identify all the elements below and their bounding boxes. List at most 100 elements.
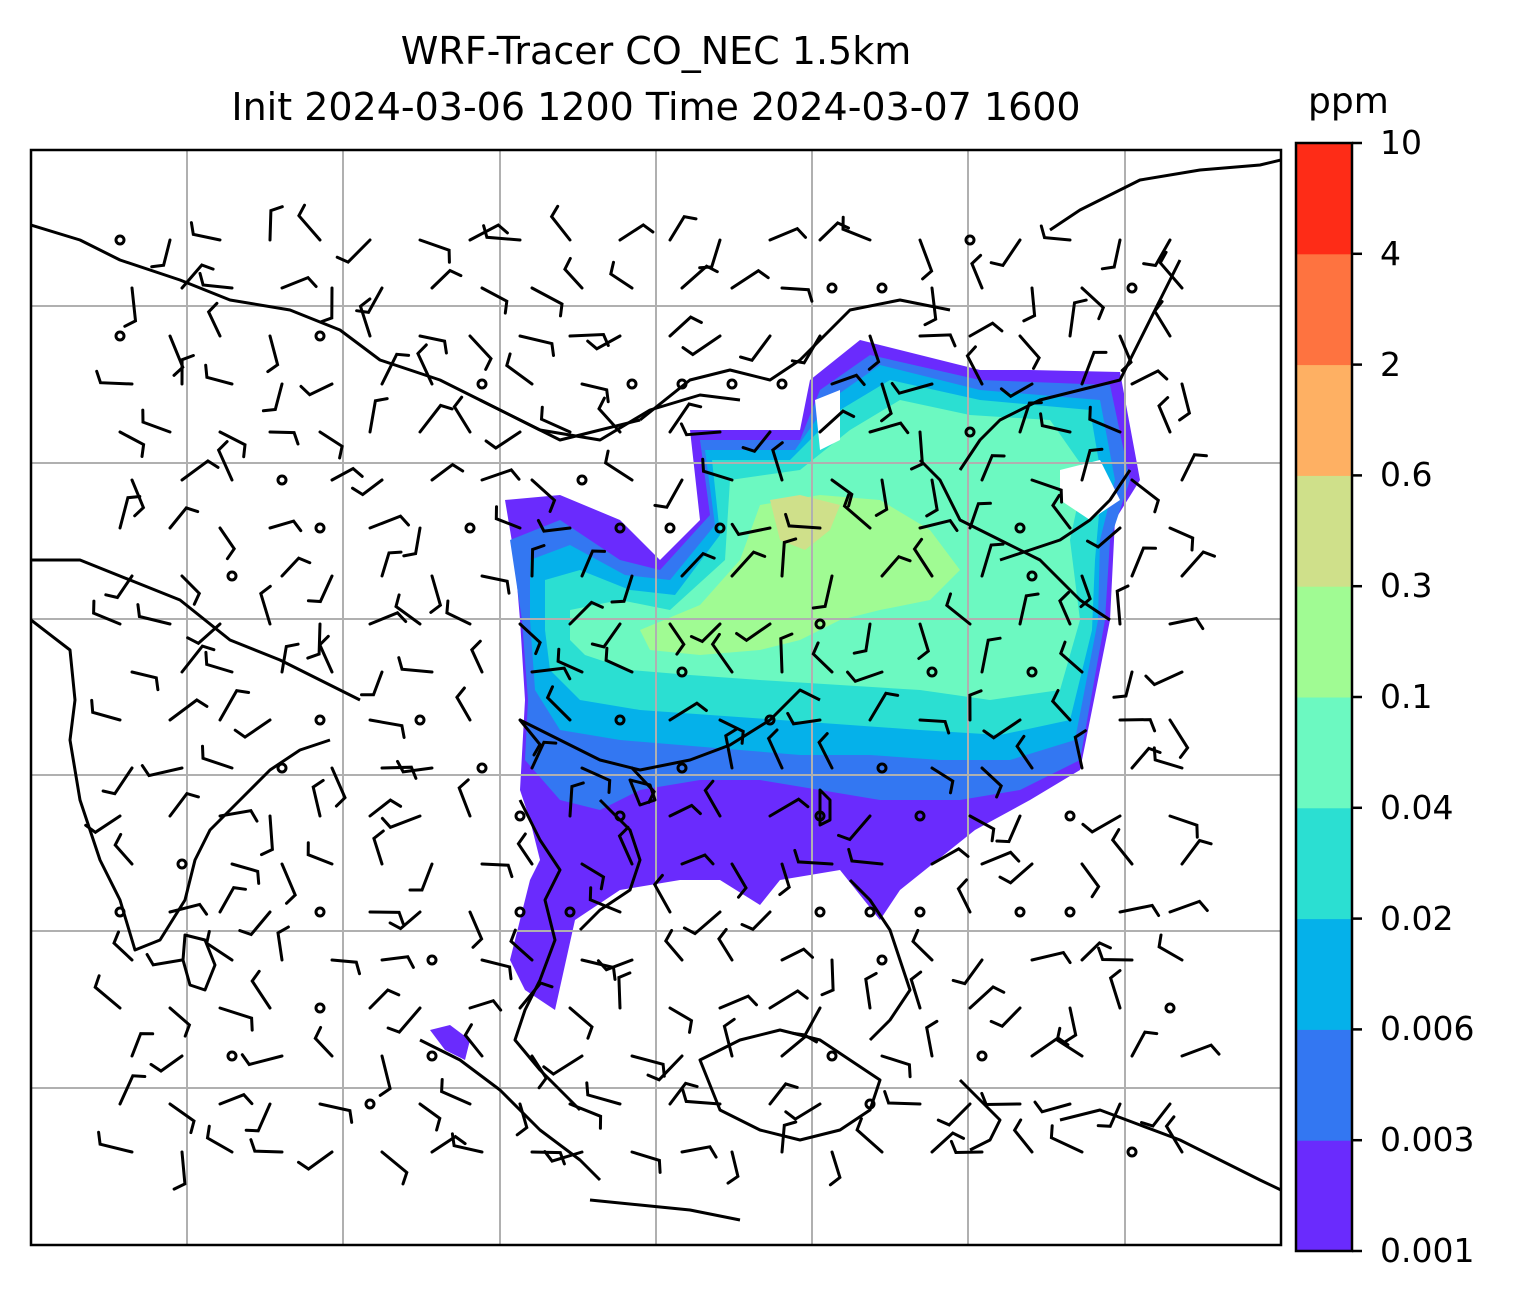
wind-barb <box>402 526 422 558</box>
calm-wind-marker <box>514 810 526 822</box>
wind-barb <box>880 1054 912 1079</box>
wind-barb <box>360 670 384 697</box>
wind-barb <box>306 574 334 604</box>
wind-barb <box>530 478 557 513</box>
wind-barb <box>780 1120 798 1154</box>
map-title-line2: Init 2024-03-06 1200 Time 2024-03-07 160… <box>231 85 1081 129</box>
wind-barb <box>610 574 634 604</box>
wind-barb <box>790 334 822 365</box>
wind-barb <box>596 958 634 972</box>
wind-barb <box>168 902 209 916</box>
wind-barb <box>418 403 454 434</box>
calm-wind-marker <box>414 714 426 726</box>
wind-barb <box>724 727 738 770</box>
wind-barb <box>186 622 222 646</box>
wind-barb <box>530 740 558 770</box>
calm-wind-marker <box>676 762 688 774</box>
wind-barb <box>1088 405 1122 434</box>
border-central-asia <box>31 223 641 442</box>
wind-barb <box>416 343 434 386</box>
wind-barb <box>145 953 184 967</box>
calm-wind-marker <box>876 954 888 966</box>
coast-sumatra <box>419 1038 602 1182</box>
wind-barb <box>1030 478 1064 504</box>
wind-barb <box>250 969 272 1010</box>
calm-wind-marker <box>864 1098 876 1110</box>
calm-wind-marker <box>314 1002 326 1014</box>
wind-barb <box>811 641 834 674</box>
wind-barb <box>679 422 722 437</box>
wind-barb <box>335 238 372 264</box>
wind-barb <box>1130 369 1169 386</box>
wind-barbs <box>84 203 1221 1191</box>
wind-barb <box>890 382 934 395</box>
wind-barb <box>113 832 134 866</box>
calm-wind-marker <box>314 906 326 918</box>
colorbar-tick-label: 0.003 <box>1380 1120 1475 1160</box>
wind-barb <box>1055 1026 1084 1058</box>
wind-barb <box>1039 224 1072 242</box>
calm-wind-marker <box>576 474 588 486</box>
wind-barb <box>484 430 522 450</box>
wind-barb <box>630 1150 662 1174</box>
wind-barb <box>468 998 503 1012</box>
wind-barb <box>1168 814 1199 839</box>
calm-wind-marker <box>476 378 488 390</box>
calm-wind-marker <box>314 330 326 342</box>
wind-barb <box>768 226 807 242</box>
wind-barb <box>468 910 484 949</box>
map-title-line1: WRF-Tracer CO_NEC 1.5km <box>400 29 912 73</box>
wind-barb <box>1033 1100 1072 1114</box>
wind-barb <box>1168 616 1205 631</box>
wind-barb <box>726 1150 740 1185</box>
field-gap-1 <box>815 390 840 450</box>
wind-barb <box>580 766 612 794</box>
wind-barb <box>874 478 889 517</box>
colorbar-tick-label: 0.001 <box>1380 1231 1475 1270</box>
wind-barb <box>168 698 209 722</box>
wind-barb <box>204 650 234 674</box>
coast-philippines <box>848 878 912 1042</box>
wind-barb <box>741 430 772 454</box>
wind-barb <box>590 622 622 649</box>
wind-barb <box>318 634 334 674</box>
wind-barb <box>313 1026 334 1058</box>
wind-barb <box>556 647 584 674</box>
wind-barb <box>1049 1124 1084 1154</box>
calm-wind-marker <box>814 618 826 630</box>
wind-barb <box>92 599 122 626</box>
wind-barb <box>530 544 546 578</box>
wind-barb <box>1158 250 1184 290</box>
border-himalaya <box>31 558 361 702</box>
colorbar-band <box>1296 1140 1352 1252</box>
wind-barb <box>172 1150 187 1191</box>
wind-barb <box>698 238 722 270</box>
wind-barb <box>680 853 715 866</box>
wind-barb <box>852 622 872 655</box>
colorbar <box>1294 141 1362 1253</box>
wind-barb <box>168 1006 192 1038</box>
wind-barb <box>911 928 934 962</box>
wind-barb <box>1130 1030 1159 1058</box>
wind-barb <box>1073 729 1087 770</box>
colorbar-tick-label: 0.006 <box>1380 1009 1475 1049</box>
wind-barb <box>530 286 564 318</box>
wind-barb <box>276 925 290 962</box>
wind-barb <box>539 405 572 434</box>
wind-barb <box>230 862 261 885</box>
wind-barb <box>218 1092 254 1106</box>
wind-barb <box>1108 969 1122 1010</box>
wind-barb <box>617 971 632 1010</box>
calm-wind-marker <box>676 378 688 390</box>
wind-barb <box>380 955 415 969</box>
wind-barb <box>1110 828 1134 866</box>
wind-barb <box>918 718 951 735</box>
coast-hainan <box>628 778 657 807</box>
wind-barb <box>1030 1036 1070 1058</box>
wind-barb <box>980 1091 1022 1107</box>
wind-barb <box>568 600 604 626</box>
wind-barb <box>568 1006 594 1040</box>
wind-barb <box>218 430 247 459</box>
wind-barb <box>268 519 303 533</box>
calm-wind-marker <box>314 714 326 726</box>
